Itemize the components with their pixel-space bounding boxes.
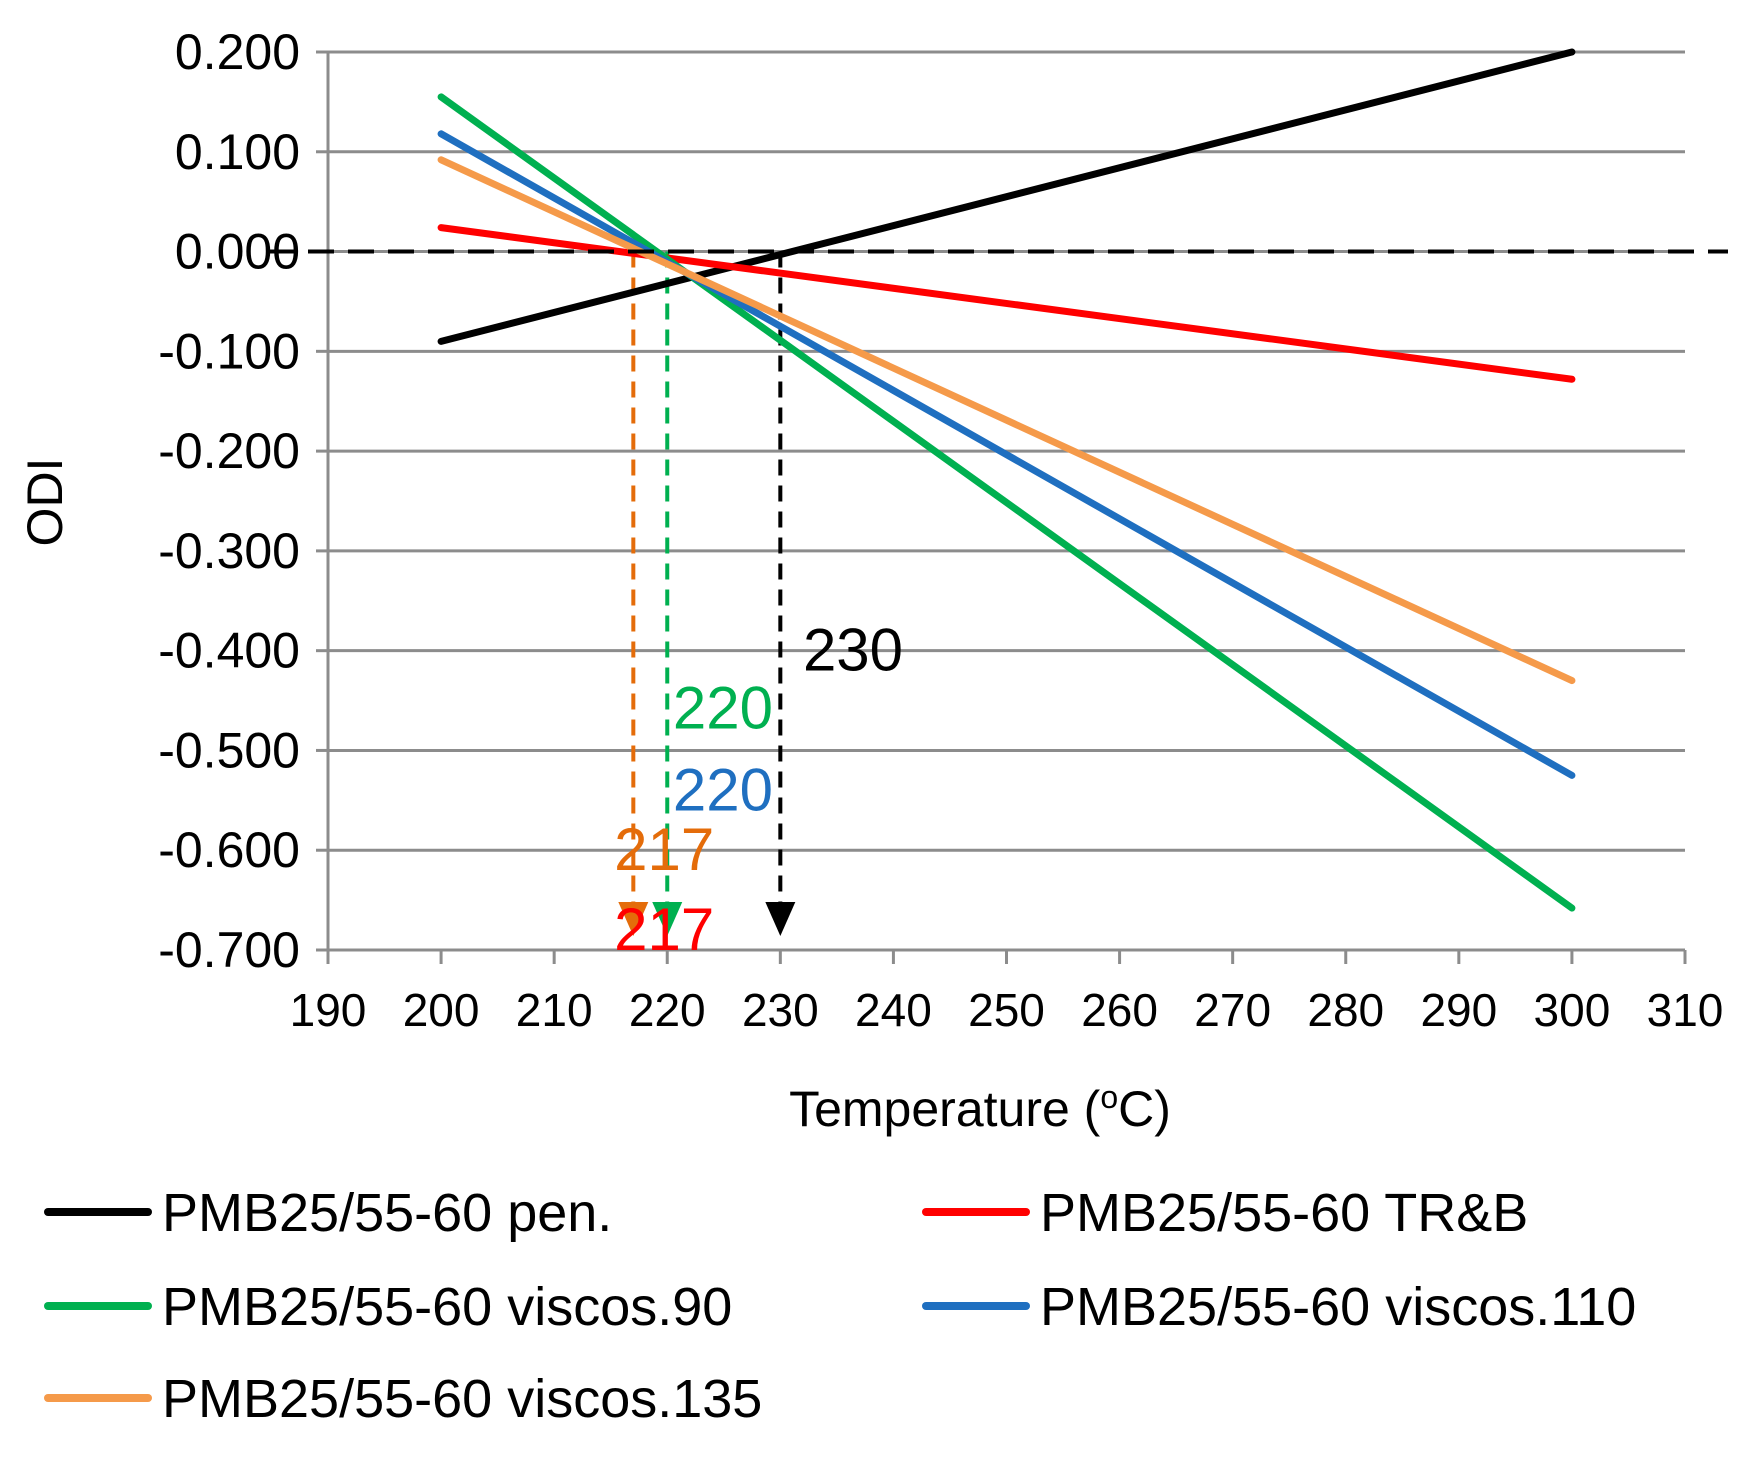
- series-layer: [437, 48, 1576, 912]
- legend-label: PMB25/55-60 viscos.90: [162, 1277, 732, 1337]
- series-line: [437, 130, 1576, 779]
- annotation-label: 217: [614, 816, 714, 883]
- x-tick-label: 210: [516, 984, 593, 1036]
- x-tick-label: 220: [629, 984, 706, 1036]
- annotation-label: 217: [614, 896, 714, 963]
- x-tick-label: 300: [1534, 984, 1611, 1036]
- series-line: [437, 156, 1576, 685]
- x-tick-label: 250: [968, 984, 1045, 1036]
- x-axis-title-suffix: C): [1118, 1081, 1171, 1137]
- x-tick-label: 270: [1194, 984, 1271, 1036]
- x-axis-title-main: Temperature (: [789, 1081, 1101, 1137]
- x-axis-title: Temperature (oC): [789, 1079, 1171, 1137]
- legend-label: PMB25/55-60 viscos.135: [162, 1369, 762, 1429]
- x-tick-label: 240: [855, 984, 932, 1036]
- y-tick-label: -0.200: [158, 423, 300, 479]
- ticklabel-layer: 0.200 0.100 0.000 -0.100 -0.200 -0.300 -0.400 -…: [158, 24, 1723, 1036]
- y-tick-label: -0.100: [158, 323, 300, 379]
- legend-label: PMB25/55-60 TR&B: [1040, 1183, 1528, 1243]
- x-tick-label: 260: [1081, 984, 1158, 1036]
- drop-line-arrowhead: [652, 902, 683, 936]
- y-tick-label: 0.000: [175, 224, 300, 280]
- series-line: [437, 48, 1576, 345]
- x-tick-label: 230: [742, 984, 819, 1036]
- y-tick-label: 0.200: [175, 24, 300, 80]
- drop-line-arrowhead: [618, 902, 649, 936]
- y-tick-label: -0.700: [158, 922, 300, 978]
- y-tick-label: -0.300: [158, 523, 300, 579]
- annotation-label: 220: [673, 675, 773, 742]
- axes-layer: [316, 50, 1687, 964]
- x-tick-label: 310: [1647, 984, 1724, 1036]
- y-tick-label: -0.500: [158, 722, 300, 778]
- x-axis-title-superscript: o: [1100, 1079, 1118, 1115]
- drop-line-arrowhead: [765, 902, 796, 936]
- series-line: [437, 93, 1576, 912]
- x-tick-label: 200: [403, 984, 480, 1036]
- x-tick-label: 290: [1420, 984, 1497, 1036]
- legend-label: PMB25/55-60 viscos.110: [1040, 1277, 1636, 1337]
- x-tick-label: 280: [1307, 984, 1384, 1036]
- y-tick-label: 0.100: [175, 124, 300, 180]
- annotation-label: 220: [673, 756, 773, 823]
- dropline-layer: [618, 251, 796, 936]
- y-tick-label: -0.600: [158, 822, 300, 878]
- annotation-label: 230: [803, 617, 903, 684]
- legend: PMB25/55-60 pen. PMB25/55-60 TR&B PMB25/55…: [44, 1183, 1636, 1429]
- x-tick-label: 190: [290, 984, 367, 1036]
- y-tick-label: -0.400: [158, 623, 300, 679]
- legend-label: PMB25/55-60 pen.: [162, 1183, 612, 1243]
- y-axis-title: ODI: [17, 458, 73, 547]
